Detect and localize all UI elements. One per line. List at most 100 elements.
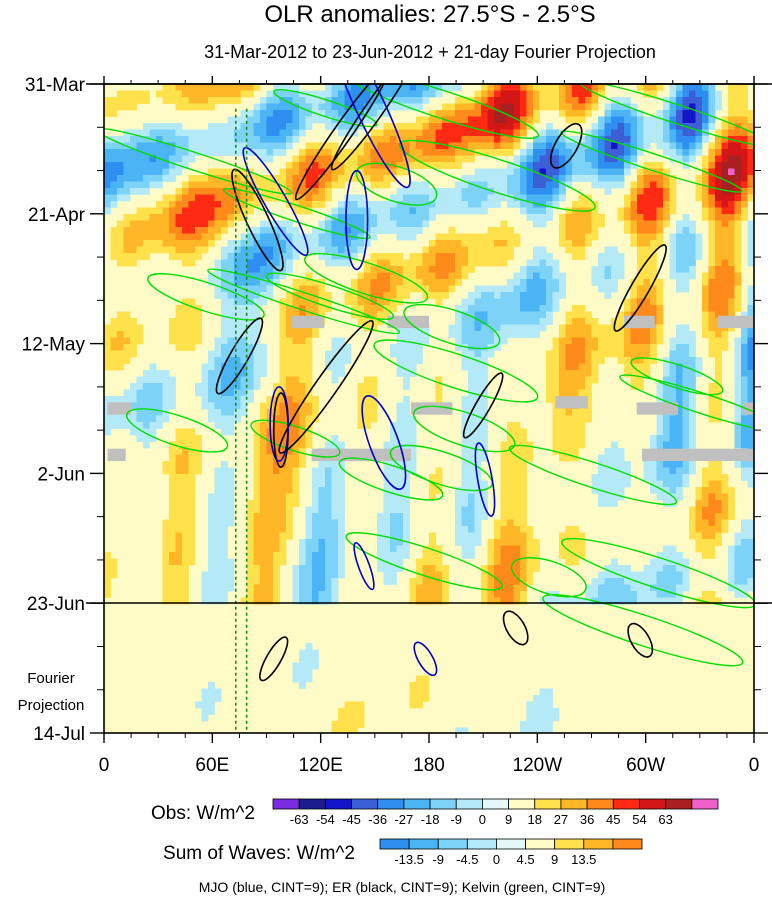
heatmap-cell — [188, 461, 196, 468]
heatmap-cell — [344, 116, 352, 124]
heatmap-cell — [435, 389, 443, 397]
heatmap-cell — [611, 110, 618, 117]
heatmap-cell — [240, 376, 248, 384]
heatmap-cell — [747, 383, 754, 390]
heatmap-cell — [240, 292, 248, 299]
heatmap-cell — [175, 194, 183, 202]
heatmap-cell — [481, 233, 488, 241]
heatmap-cell — [604, 292, 612, 299]
heatmap-cell — [214, 545, 222, 553]
heatmap-cell — [299, 558, 306, 566]
heatmap-cell — [702, 467, 709, 475]
heatmap-cell — [396, 370, 404, 377]
heatmap-cell — [403, 136, 410, 143]
heatmap-cell — [715, 259, 722, 267]
heatmap-cell — [676, 84, 683, 91]
heatmap-cell — [656, 116, 664, 124]
heatmap-cell — [715, 337, 722, 345]
heatmap-cell — [520, 103, 527, 111]
heatmap-cell — [292, 396, 300, 403]
heatmap-cell — [513, 500, 521, 507]
heatmap-cell — [448, 324, 456, 332]
heatmap-cell — [468, 552, 475, 559]
missing-data-block — [642, 448, 754, 462]
heatmap-cell — [468, 493, 475, 501]
heatmap-cell — [182, 97, 189, 104]
heatmap-cell — [624, 298, 631, 306]
heatmap-cell — [429, 142, 436, 150]
heatmap-cell — [637, 383, 644, 390]
heatmap-cell — [650, 578, 657, 585]
heatmap-cell — [286, 311, 293, 319]
heatmap-cell — [422, 207, 430, 215]
heatmap-cell — [253, 526, 261, 533]
heatmap-cell — [299, 116, 306, 124]
heatmap-cell — [312, 168, 319, 176]
heatmap-cell — [390, 168, 397, 176]
heatmap-cell — [162, 155, 170, 163]
heatmap-cell — [455, 129, 462, 137]
heatmap-cell — [247, 110, 254, 117]
heatmap-cell — [253, 428, 261, 436]
heatmap-cell — [598, 591, 605, 598]
heatmap-cell — [305, 194, 313, 202]
heatmap-cell — [559, 532, 566, 540]
heatmap-cell — [624, 571, 631, 579]
heatmap-cell — [669, 181, 677, 189]
heatmap-cell — [643, 584, 651, 592]
heatmap-cell — [370, 162, 378, 169]
heatmap-cell — [565, 409, 573, 416]
heatmap-cell — [383, 480, 391, 488]
heatmap-cell — [650, 240, 657, 247]
heatmap-cell — [708, 480, 716, 488]
heatmap-cell — [253, 370, 261, 377]
heatmap-cell — [468, 181, 475, 189]
heatmap-cell — [689, 149, 696, 156]
heatmap-cell — [201, 370, 209, 377]
heatmap-cell — [383, 90, 391, 98]
heatmap-cell — [383, 500, 391, 507]
heatmap-cell — [702, 318, 709, 325]
heatmap-cell — [513, 597, 521, 605]
heatmap-cell — [721, 123, 729, 130]
heatmap-cell — [182, 149, 189, 156]
heatmap-cell — [682, 578, 690, 585]
heatmap-cell — [682, 389, 690, 397]
heatmap-cell — [162, 402, 170, 410]
heatmap-cell — [656, 474, 664, 481]
heatmap-cell — [682, 90, 690, 98]
heatmap-cell — [494, 285, 501, 293]
heatmap-cell — [533, 253, 540, 260]
heatmap-cell — [461, 480, 469, 488]
heatmap-cell — [741, 363, 748, 371]
heatmap-cell — [474, 324, 482, 332]
heatmap-cell — [240, 246, 248, 254]
heatmap-cell — [676, 389, 683, 397]
heatmap-cell — [123, 240, 131, 247]
heatmap-cell — [305, 142, 313, 150]
heatmap-cell — [715, 480, 722, 488]
heatmap-cell — [325, 441, 332, 449]
heatmap-cell — [104, 155, 111, 163]
heatmap-cell — [494, 129, 501, 137]
heatmap-cell — [338, 220, 345, 228]
heatmap-cell — [416, 337, 423, 345]
heatmap-cell — [390, 474, 397, 481]
heatmap-cell — [617, 181, 625, 189]
heatmap-cell — [221, 415, 228, 423]
heatmap-cell — [741, 90, 748, 98]
heatmap-cell — [390, 441, 397, 449]
heatmap-cell — [214, 539, 222, 546]
heatmap-cell — [136, 422, 144, 429]
heatmap-cell — [513, 292, 521, 299]
heatmap-cell — [728, 272, 735, 280]
heatmap-cell — [507, 90, 514, 98]
heatmap-cell — [611, 259, 618, 267]
heatmap-cell — [474, 337, 482, 345]
heatmap-cell — [533, 84, 540, 91]
heatmap-cell — [507, 292, 514, 299]
heatmap-cell — [364, 285, 371, 293]
heatmap-cell — [201, 188, 209, 195]
heatmap-cell — [253, 298, 261, 306]
heatmap-cell — [201, 227, 209, 234]
